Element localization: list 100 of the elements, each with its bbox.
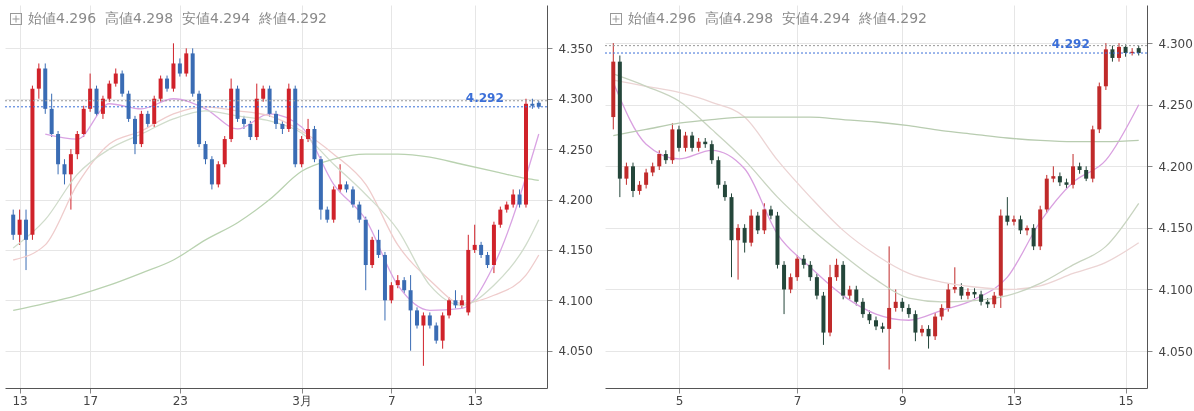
- candlestick: [683, 131, 688, 153]
- x-tick-label: 23: [172, 393, 188, 408]
- candlestick: [100, 95, 105, 120]
- candlestick: [517, 188, 522, 209]
- candlestick: [736, 223, 741, 281]
- y-tick-label: 4.150: [1158, 221, 1193, 236]
- y-tick-label: 4.300: [558, 92, 593, 107]
- candlestick: [511, 188, 516, 209]
- candlestick: [75, 130, 80, 160]
- candlestick: [158, 75, 163, 103]
- candlestick: [644, 168, 649, 189]
- candlestick: [447, 296, 452, 319]
- candlestick: [755, 211, 760, 235]
- candlestick: [808, 260, 813, 282]
- y-tick-label: 4.100: [1158, 282, 1193, 297]
- candlestick: [11, 209, 16, 241]
- x-tick-label: 3月: [292, 393, 312, 408]
- candlestick: [709, 139, 714, 165]
- candlestick: [834, 258, 839, 282]
- candlestick: [248, 120, 253, 141]
- line-series: [12, 153, 540, 312]
- candlestick: [36, 62, 41, 100]
- x-tick-label: 7: [388, 393, 396, 408]
- candlestick: [676, 125, 681, 153]
- candlestick: [357, 201, 362, 224]
- candlestick: [893, 288, 898, 313]
- candlestick: [1071, 153, 1076, 189]
- candlestick: [657, 149, 662, 171]
- x-tick-label: 13: [12, 393, 28, 408]
- candlestick: [722, 180, 727, 202]
- candlestick: [88, 73, 93, 113]
- candlestick: [453, 289, 458, 309]
- candlestick: [860, 297, 865, 319]
- candlestick: [926, 324, 931, 350]
- candlestick: [742, 223, 747, 254]
- candlestick: [376, 229, 381, 259]
- candlestick: [762, 202, 767, 235]
- candlestick: [795, 254, 800, 282]
- x-tick-label: 7: [793, 393, 802, 408]
- candlestick: [434, 321, 439, 345]
- candlestick: [203, 140, 208, 165]
- y-tick-label: 4.050: [558, 344, 593, 359]
- candlestick: [338, 163, 343, 193]
- candlestick: [17, 209, 22, 246]
- candlestick: [887, 245, 892, 371]
- candlestick: [184, 47, 189, 78]
- candlestick: [498, 206, 503, 229]
- x-tick-label: 5: [675, 393, 684, 408]
- x-tick-label: 13: [1006, 393, 1023, 408]
- ref-line-label: 4.292: [465, 90, 504, 105]
- x-tick-label: 17: [82, 393, 99, 408]
- y-tick-label: 4.250: [558, 142, 593, 157]
- y-tick-label: 4.200: [1158, 159, 1193, 174]
- candlestick: [216, 160, 221, 188]
- candlestick: [913, 309, 918, 342]
- y-tick-label: 4.050: [1158, 344, 1193, 359]
- x-tick-label: 13: [467, 393, 483, 408]
- candlestick: [177, 57, 182, 78]
- candlestick: [1005, 196, 1010, 226]
- y-tick-label: 4.100: [558, 293, 593, 308]
- y-tick-label: 4.300: [1158, 36, 1193, 51]
- candlestick: [62, 158, 67, 185]
- y-tick-label: 4.200: [558, 193, 593, 208]
- candlestick: [421, 311, 426, 367]
- ref-line-label: 4.292: [1051, 37, 1090, 52]
- candlestick: [933, 312, 938, 341]
- candlestick: [408, 274, 413, 352]
- candlestick: [919, 324, 924, 337]
- line-series: [612, 116, 1140, 143]
- candlestick: [624, 162, 629, 186]
- y-tick-label: 4.350: [558, 41, 593, 56]
- candlestick: [946, 282, 951, 313]
- candlestick: [814, 272, 819, 300]
- candlestick: [1018, 215, 1023, 235]
- candlestick: [350, 185, 355, 209]
- y-tick-label: 4.250: [1158, 98, 1193, 113]
- candlestick: [854, 285, 859, 306]
- candlestick: [1011, 215, 1016, 226]
- candlestick: [107, 80, 112, 103]
- candlestick: [788, 272, 793, 294]
- candlestick: [874, 316, 878, 331]
- candlestick: [120, 70, 125, 98]
- candlestick: [965, 287, 970, 300]
- candlestick: [415, 306, 420, 330]
- candlestick: [1117, 42, 1122, 63]
- candlestick: [389, 281, 394, 304]
- candlestick: [690, 131, 695, 153]
- candlestick: [1057, 171, 1062, 187]
- y-tick-label: 4.150: [558, 243, 593, 258]
- x-tick-label: 15: [1118, 393, 1134, 408]
- candlestick: [24, 209, 29, 271]
- candlestick: [306, 118, 311, 143]
- candlestick: [68, 148, 73, 211]
- x-tick-label: 9: [898, 393, 907, 408]
- candlestick: [472, 224, 477, 254]
- annotation: 始値4.296 高値4.298 安値4.294 終値4.292: [628, 10, 928, 28]
- annotation: 始値4.296 高値4.298 安値4.294 終値4.292: [28, 10, 328, 28]
- candlestick: [459, 294, 464, 309]
- candlestick: [274, 110, 278, 130]
- candlestick: [113, 68, 118, 88]
